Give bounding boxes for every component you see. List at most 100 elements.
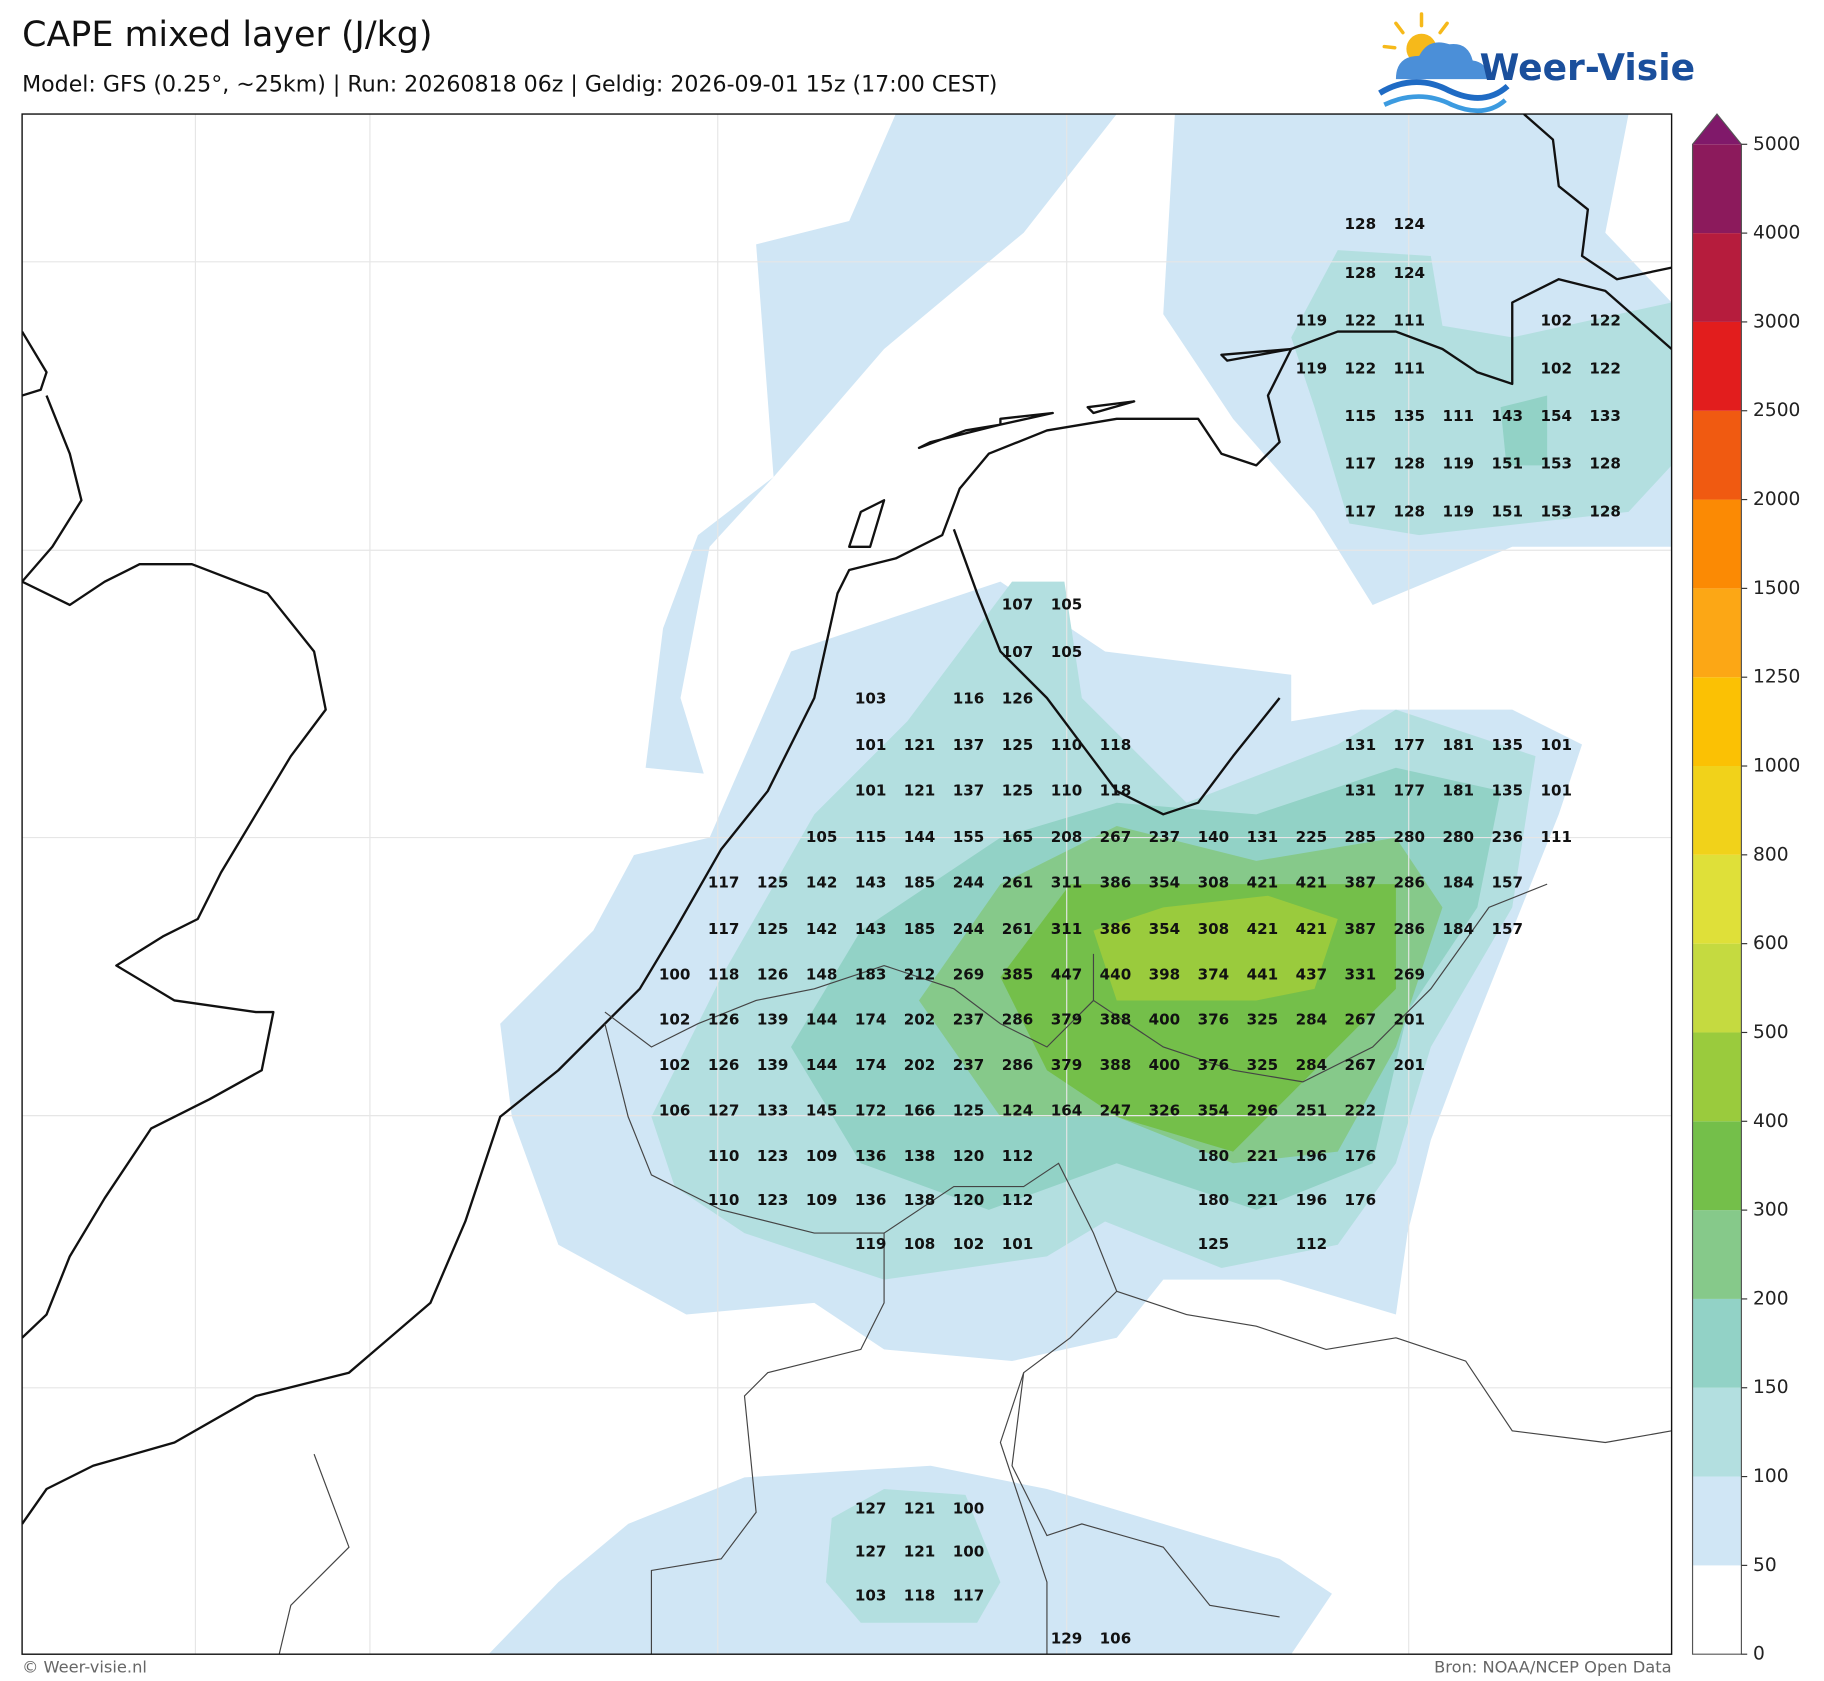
colorbar-band — [1692, 321, 1742, 411]
cape-value: 102 — [1540, 312, 1572, 330]
cape-value: 180 — [1198, 1147, 1230, 1165]
cape-value: 267 — [1345, 1011, 1377, 1029]
cape-value: 286 — [1002, 1011, 1034, 1029]
colorbar-band — [1692, 233, 1742, 322]
cape-value: 172 — [855, 1101, 887, 1119]
cape-value: 267 — [1100, 828, 1132, 846]
cape-value: 103 — [855, 690, 887, 708]
cape-value: 261 — [1002, 873, 1034, 891]
cape-value: 117 — [708, 920, 740, 938]
cape-value: 139 — [757, 1011, 789, 1029]
cape-value: 440 — [1100, 965, 1132, 983]
cape-value: 185 — [904, 920, 936, 938]
cape-value: 111 — [1442, 407, 1474, 425]
value-labels: 128 124 128 124 119 122 111 102 122 119 122 111 102 1… — [659, 215, 1621, 1648]
cape-value: 236 — [1491, 828, 1523, 846]
cape-value: 137 — [953, 782, 985, 800]
cape-value: 121 — [904, 782, 936, 800]
title: CAPE mixed layer (J/kg) — [22, 15, 432, 55]
cape-value: 244 — [953, 920, 985, 938]
cape-value: 100 — [953, 1542, 985, 1560]
cape-value: 212 — [904, 965, 936, 983]
colorbar-band — [1692, 677, 1742, 767]
cape-value: 122 — [1589, 312, 1621, 330]
cape-value: 286 — [1002, 1056, 1034, 1074]
cape-value: 102 — [659, 1056, 691, 1074]
cape-value: 296 — [1247, 1101, 1279, 1119]
cape-value: 181 — [1442, 736, 1474, 754]
cape-value: 116 — [953, 690, 985, 708]
cape-value: 208 — [1051, 828, 1083, 846]
cape-value: 110 — [1051, 782, 1083, 800]
graticule — [22, 114, 1672, 1655]
cape-value: 125 — [1002, 736, 1034, 754]
cape-value: 127 — [708, 1101, 740, 1119]
cape-value: 129 — [1051, 1630, 1083, 1648]
cape-value: 124 — [1394, 215, 1426, 233]
colorbar-tick-label: 5000 — [1753, 134, 1800, 155]
colorbar-tick-label: 300 — [1753, 1200, 1789, 1221]
cape-value: 111 — [1540, 828, 1572, 846]
cape-value: 148 — [806, 965, 838, 983]
colorbar-band — [1692, 410, 1742, 500]
cape-value: 112 — [1002, 1147, 1034, 1165]
cape-fields — [488, 114, 1672, 1655]
cape-value: 269 — [1394, 965, 1426, 983]
cape-value: 106 — [659, 1101, 691, 1119]
colorbar-tick-label: 3000 — [1753, 311, 1800, 332]
cape-value: 119 — [1442, 502, 1474, 520]
cape-value: 101 — [855, 736, 887, 754]
source: Bron: NOAA/NCEP Open Data — [1434, 1658, 1672, 1677]
cape-value: 115 — [1345, 407, 1377, 425]
cape-value: 110 — [708, 1147, 740, 1165]
colorbar-band — [1692, 1387, 1742, 1477]
colorbar-outline — [1691, 113, 1742, 1655]
borders — [278, 883, 1672, 1655]
cape-value: 112 — [1002, 1191, 1034, 1209]
cape-value: 107 — [1002, 643, 1034, 661]
cape-value: 101 — [1002, 1235, 1034, 1253]
cape-value: 280 — [1442, 828, 1474, 846]
cape-value: 126 — [1002, 690, 1034, 708]
cape-value: 124 — [1394, 264, 1426, 282]
cape-value: 201 — [1394, 1056, 1426, 1074]
cape-value: 269 — [953, 965, 985, 983]
cape-value: 100 — [953, 1499, 985, 1517]
cape-value: 117 — [708, 873, 740, 891]
cape-value: 237 — [953, 1056, 985, 1074]
cape-value: 101 — [1540, 782, 1572, 800]
cape-value: 110 — [708, 1191, 740, 1209]
cape-value: 142 — [806, 873, 838, 891]
cape-value: 125 — [953, 1101, 985, 1119]
cape-value: 139 — [757, 1056, 789, 1074]
colorbar-tick-label: 800 — [1753, 844, 1789, 865]
cape-value: 128 — [1394, 502, 1426, 520]
cape-value: 184 — [1442, 920, 1474, 938]
cape-value: 184 — [1442, 873, 1474, 891]
cape-value: 111 — [1394, 312, 1426, 330]
cape-value: 143 — [855, 873, 887, 891]
cape-value: 143 — [855, 920, 887, 938]
colorbar-tick-label: 4000 — [1753, 223, 1800, 244]
cape-value: 102 — [659, 1011, 691, 1029]
cape-value: 126 — [708, 1011, 740, 1029]
cape-value: 153 — [1540, 455, 1572, 473]
cape-value: 133 — [757, 1101, 789, 1119]
cape-value: 374 — [1198, 965, 1230, 983]
cape-value: 128 — [1589, 502, 1621, 520]
cape-value: 388 — [1100, 1011, 1132, 1029]
cape-value: 376 — [1198, 1056, 1230, 1074]
cape-value: 398 — [1149, 965, 1181, 983]
cape-value: 201 — [1394, 1011, 1426, 1029]
cape-value: 202 — [904, 1056, 936, 1074]
cape-value: 386 — [1100, 920, 1132, 938]
cape-value: 109 — [806, 1147, 838, 1165]
colorbar-tick-label: 150 — [1753, 1377, 1789, 1398]
cape-value: 126 — [708, 1056, 740, 1074]
cape-value: 176 — [1345, 1191, 1377, 1209]
colorbar-tick-label: 600 — [1753, 933, 1789, 954]
coastlines — [22, 114, 1672, 1525]
colorbar-tick-label: 500 — [1753, 1022, 1789, 1043]
